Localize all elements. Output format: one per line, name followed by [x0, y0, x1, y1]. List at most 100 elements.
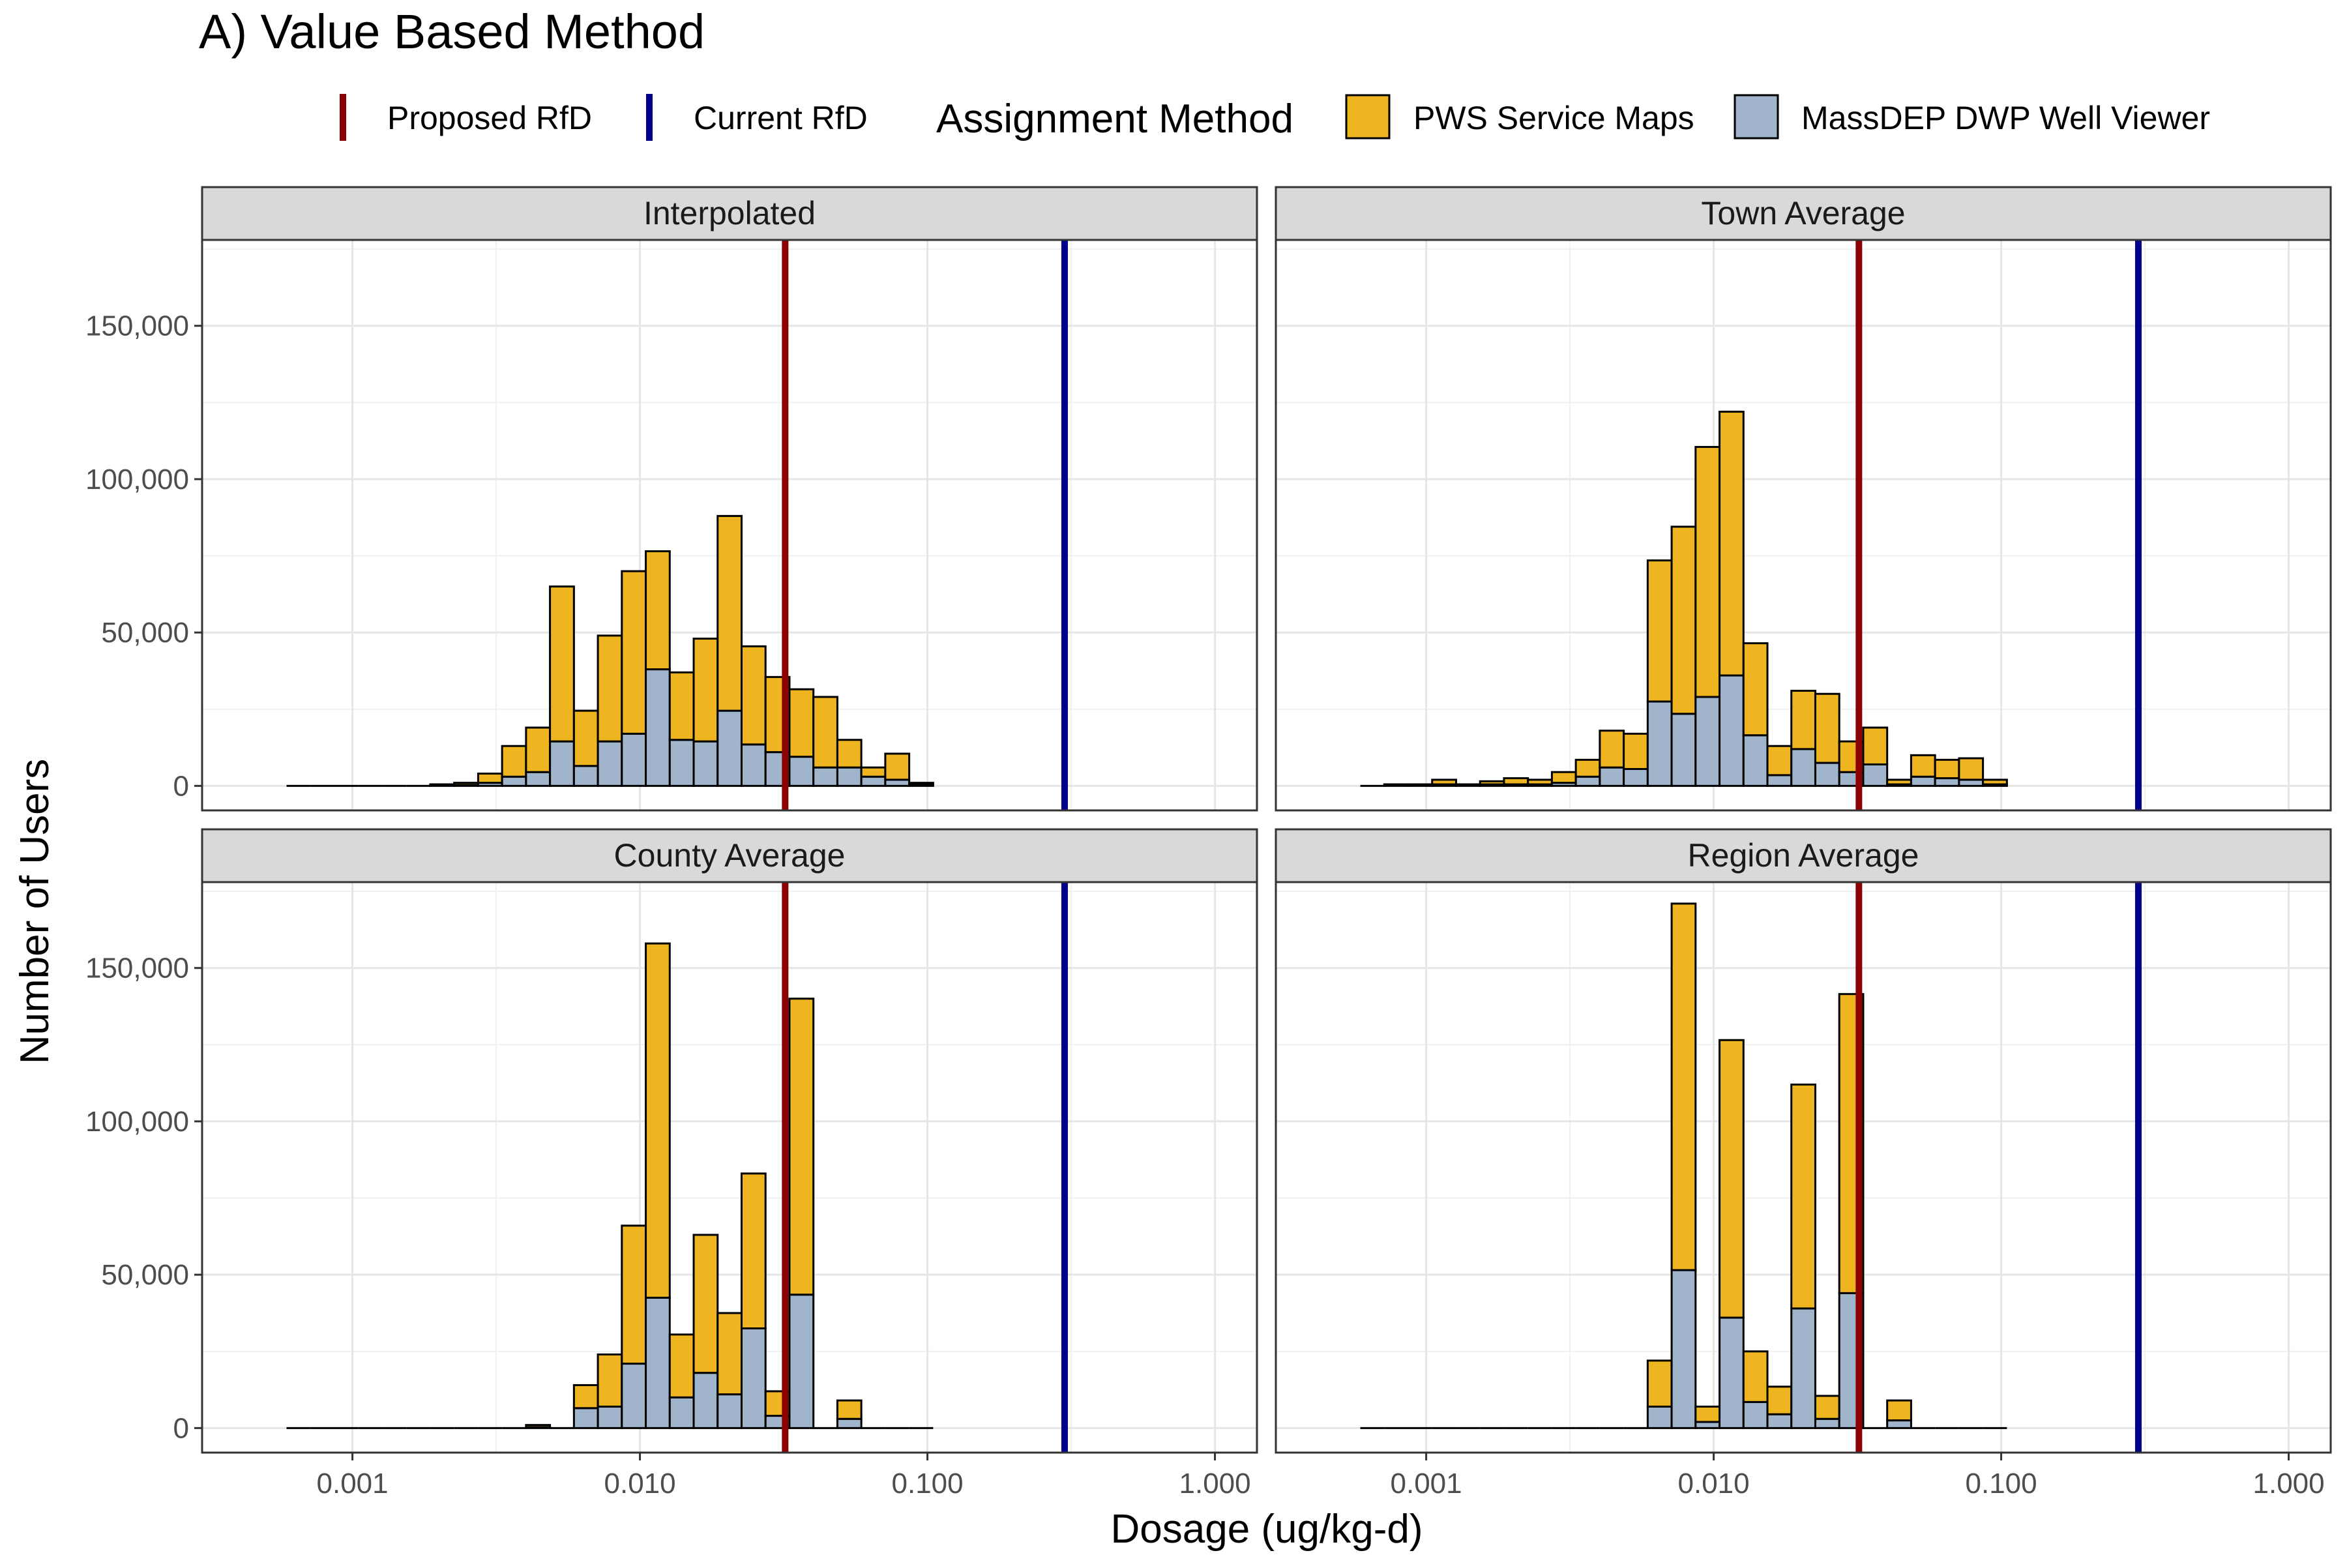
histogram-bar-pws — [453, 782, 479, 786]
histogram-bar-well-viewer — [597, 740, 623, 787]
histogram-bar-pws — [525, 1424, 552, 1428]
histogram-bar-well-viewer — [525, 771, 552, 787]
histogram-bar-pws — [1479, 780, 1505, 786]
histogram-bar-pws — [621, 1224, 647, 1365]
x-tick-label: 1.000 — [1179, 1468, 1251, 1500]
histogram-bar-pws — [1910, 754, 1936, 778]
legend-proposed-rfd-key — [340, 94, 346, 141]
x-tick-label: 0.001 — [1391, 1468, 1462, 1500]
x-tick-label: 0.010 — [1678, 1468, 1750, 1500]
y-axis-title: Number of Users — [12, 759, 57, 1065]
legend: Proposed RfD Current RfD Assignment Meth… — [340, 94, 2210, 141]
histogram-bar-pws — [860, 766, 887, 778]
histogram-bar-well-viewer — [572, 765, 599, 787]
histogram-bar-well-viewer — [1670, 1269, 1697, 1429]
histogram-bar-pws — [1574, 758, 1601, 778]
histogram-bar-well-viewer — [1766, 774, 1793, 787]
histogram-bar-well-viewer — [549, 740, 575, 787]
histogram-bar-pws — [1694, 446, 1721, 698]
histogram-bar-well-viewer — [1719, 674, 1745, 787]
x-tick-label: 1.000 — [2253, 1468, 2325, 1500]
facet-panel: County Average 0 50,000 100,000 150,000 0.001… — [85, 828, 1258, 1500]
histogram-bar-well-viewer — [1910, 775, 1936, 787]
histogram-bar-pws — [525, 726, 552, 773]
x-tick-label: 0.001 — [317, 1468, 389, 1500]
facet-strip-label: Region Average — [1688, 837, 1919, 874]
facet-panel: Region Average 0.001 0.010 0.100 1.000 — [1275, 828, 2332, 1500]
facet-strip — [1275, 828, 2332, 883]
panel-border — [1275, 239, 2332, 812]
y-tick-label: 150,000 — [85, 953, 189, 984]
histogram-bar-well-viewer — [621, 732, 647, 787]
histogram-bar-well-viewer — [1934, 777, 1960, 787]
histogram-bar-well-viewer — [836, 766, 863, 787]
histogram-bar-well-viewer — [1742, 734, 1769, 787]
facet-panels: Interpolated 0 50,000 100,000 150,000 Town Av… — [85, 186, 2332, 1500]
histogram-bar-pws — [549, 585, 575, 743]
y-tick-label: 50,000 — [101, 617, 189, 649]
histogram-bar-well-viewer — [668, 739, 695, 787]
histogram-bar-pws — [1982, 778, 2008, 786]
histogram-bar-pws — [1886, 778, 1912, 786]
facet-strip — [201, 828, 1258, 883]
histogram-bar-well-viewer — [501, 775, 527, 787]
histogram-bar-pws — [812, 696, 838, 769]
legend-fill-title: Assignment Method — [936, 96, 1293, 141]
histogram-bar-well-viewer — [1670, 713, 1697, 787]
histogram-bar-pws — [1814, 1395, 1840, 1420]
histogram-bar-pws — [1599, 730, 1625, 769]
histogram-bar-pws — [1670, 902, 1697, 1271]
histogram-bar-well-viewer — [1790, 748, 1816, 787]
histogram-bar-pws — [1431, 778, 1457, 786]
histogram-bar-well-viewer — [621, 1363, 647, 1429]
histogram-bar-well-viewer — [1623, 767, 1649, 787]
histogram-bar-pws — [716, 514, 743, 712]
histogram-bar-well-viewer — [668, 1396, 695, 1429]
histogram-bar-pws — [1742, 642, 1769, 737]
histogram-bar-pws — [1814, 692, 1840, 764]
histogram-bar-well-viewer — [836, 1417, 863, 1429]
histogram-bar-well-viewer — [645, 1296, 671, 1429]
histogram-bar-pws — [1694, 1405, 1721, 1423]
histogram-bar-well-viewer — [1886, 1419, 1912, 1429]
histogram-bar-pws — [692, 1234, 719, 1374]
facet-panel: Town Average — [1275, 186, 2332, 812]
histogram-bar-pws — [668, 671, 695, 741]
histogram-bar-pws — [1934, 758, 1960, 780]
panel-border — [1275, 881, 2332, 1454]
legend-current-rfd-label: Current RfD — [694, 100, 868, 136]
histogram-bar-well-viewer — [645, 668, 671, 787]
histogram-bar-well-viewer — [1742, 1400, 1769, 1429]
facet-strip-label: Interpolated — [643, 195, 816, 231]
histogram-bar-pws — [1527, 778, 1553, 786]
legend-well-viewer-label: MassDEP DWP Well Viewer — [1801, 100, 2210, 136]
legend-current-rfd-key — [646, 94, 653, 141]
histogram-bar-pws — [908, 782, 934, 786]
histogram-bar-pws — [740, 645, 767, 746]
histogram-bar-well-viewer — [740, 743, 767, 787]
facet-strip — [201, 186, 1258, 241]
histogram-bar-well-viewer — [788, 756, 815, 787]
histogram-bar-pws — [597, 1353, 623, 1408]
histogram-bar-well-viewer — [716, 709, 743, 787]
histogram-bar-pws — [1503, 777, 1529, 786]
histogram-bar-pws — [1766, 745, 1793, 777]
histogram-bar-well-viewer — [1574, 775, 1601, 787]
legend-pws-swatch — [1345, 94, 1391, 140]
histogram-bar-pws — [1790, 1083, 1816, 1310]
histogram-bar-well-viewer — [1719, 1316, 1745, 1429]
histogram-bar-pws — [1623, 732, 1649, 770]
histogram-bar-well-viewer — [1790, 1307, 1816, 1429]
histogram-bar-well-viewer — [1694, 696, 1721, 787]
histogram-bar-pws — [668, 1333, 695, 1398]
histogram-bar-pws — [645, 942, 671, 1299]
facet-strip — [1275, 186, 2332, 241]
histogram-bar-well-viewer — [1766, 1413, 1793, 1429]
histogram-bar-pws — [692, 638, 719, 743]
histogram-bar-well-viewer — [716, 1393, 743, 1429]
facet-strip-label: Town Average — [1701, 195, 1905, 231]
histogram-bar-pws — [1407, 783, 1434, 787]
histogram-bar-pws — [572, 709, 599, 767]
histogram-bar-pws — [1454, 783, 1481, 787]
